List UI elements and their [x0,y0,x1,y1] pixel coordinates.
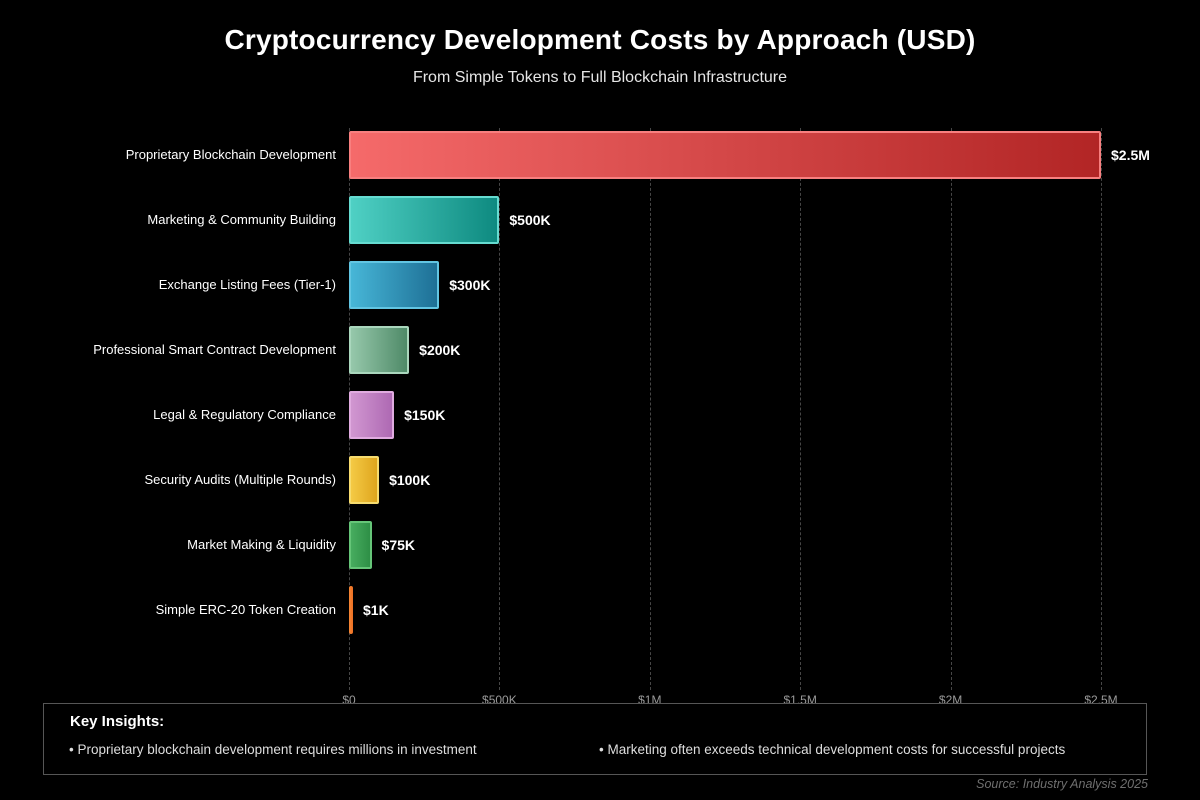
bar [349,326,410,374]
key-insights-heading: Key Insights: [70,713,165,730]
insight-bullet: • Proprietary blockchain development req… [69,742,477,757]
bar-value-label: $1K [363,602,389,618]
bar-value-label: $200K [419,342,461,358]
bar-category-label: Proprietary Blockchain Development [125,147,336,162]
bar-category-label: Exchange Listing Fees (Tier-1) [158,277,336,292]
source-caption: Source: Industry Analysis 2025 [976,777,1148,791]
bar [349,131,1101,179]
chart-subtitle: From Simple Tokens to Full Blockchain In… [412,69,788,86]
bar-category-label: Legal & Regulatory Compliance [153,407,336,422]
bar [349,196,500,244]
bar-category-label: Market Making & Liquidity [187,537,336,552]
bar [349,586,353,634]
x-gridline [800,128,802,690]
bar-category-label: Security Audits (Multiple Rounds) [144,472,336,487]
bar [349,391,395,439]
bar-value-label: $300K [449,277,491,293]
bar-value-label: $100K [389,472,431,488]
bar-value-label: $500K [509,212,551,228]
bar-category-label: Professional Smart Contract Development [93,342,336,357]
chart-title: Cryptocurrency Development Costs by Appr… [224,24,976,55]
x-gridline [1101,128,1102,690]
bar [349,456,380,504]
insight-bullet: • Marketing often exceeds technical deve… [599,742,1066,757]
key-insights-box: Key Insights: • Proprietary blockchain d… [43,703,1147,775]
bar-value-label: $75K [381,537,416,553]
x-gridline [649,128,651,690]
bar-category-label: Marketing & Community Building [147,212,336,227]
bar-category-label: Simple ERC-20 Token Creation [155,602,336,617]
bar-value-label: $2.5M [1111,147,1150,163]
bar [349,521,372,569]
x-gridline [950,128,952,690]
bar-value-label: $150K [404,407,446,423]
x-gridline [499,128,501,690]
bar [349,261,440,309]
